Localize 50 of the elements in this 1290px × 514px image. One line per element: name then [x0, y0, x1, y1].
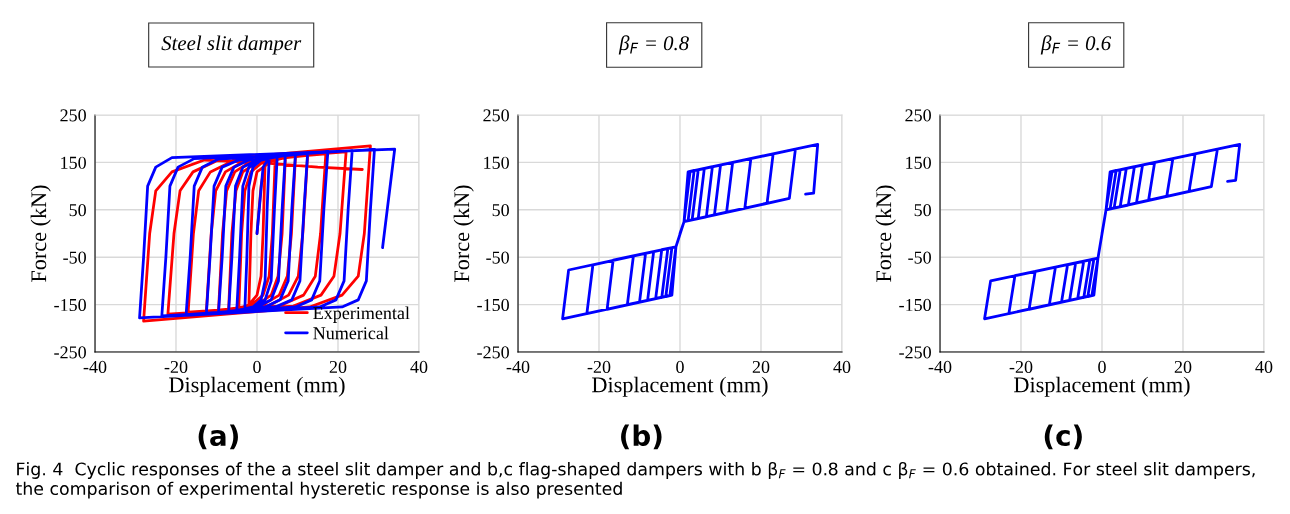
y-tick-label: -50 [908, 251, 931, 264]
chart-title: Steel slit damper [161, 35, 302, 55]
y-tick-label: 250 [60, 109, 86, 122]
text: (a) [198, 424, 238, 450]
x-tick-label: -20 [587, 360, 611, 374]
x-tick-label: 20 [1174, 360, 1192, 374]
y-tick-label: -150 [899, 298, 931, 312]
x-axis-title: Displacement (mm) [592, 376, 768, 397]
y-tick-label: 250 [483, 109, 509, 122]
x-tick-label: 0 [1098, 360, 1106, 374]
x-tick-label: 40 [410, 360, 428, 374]
x-tick-label: 40 [833, 360, 851, 374]
line-series [983, 143, 1242, 321]
x-tick-label: 0 [676, 360, 684, 374]
text: Fig. 4 Cyclic responses of the a steel slit damper and b,c flag-shaped dampers with b β$_{F}$ = 0.8 and c β$_{F}$ = 0.6 obtained. For steel slit dampers, the comparison of experimental hysteretic response is also presented [15, 462, 1255, 499]
x-tick-label: 20 [329, 360, 347, 374]
y-axis-title: Force (kN) [875, 185, 896, 282]
y-tick-label: -150 [477, 298, 509, 312]
y-tick-label: 250 [905, 109, 931, 122]
chart-title: β$_{F}$ = 0.6 [1040, 35, 1112, 55]
x-tick-label: 40 [1255, 360, 1273, 374]
x-tick-label: -20 [164, 360, 188, 374]
y-tick-label: 150 [61, 156, 86, 169]
y-tick-label: -250 [477, 346, 509, 359]
y-tick-label: 50 [914, 204, 931, 217]
y-tick-label: 150 [484, 156, 509, 169]
y-tick-label: -150 [54, 298, 86, 312]
y-tick-label: -50 [63, 251, 86, 264]
legend-label: Numerical [313, 326, 389, 340]
x-tick-label: 0 [253, 360, 261, 374]
x-tick-label: -40 [928, 360, 952, 374]
y-tick-label: 150 [906, 156, 931, 169]
y-tick-label: 50 [69, 204, 86, 217]
line-series [561, 143, 820, 321]
text: (c) [1044, 424, 1082, 450]
y-tick-label: -250 [54, 346, 86, 359]
x-axis-title: Displacement (mm) [1014, 376, 1190, 397]
y-tick-label: -250 [899, 346, 931, 359]
y-axis-title: Force (kN) [30, 185, 51, 282]
x-tick-label: -20 [1009, 360, 1033, 374]
y-tick-label: 50 [492, 204, 509, 217]
text: (b) [621, 424, 662, 450]
legend-label: Experimental [313, 306, 410, 323]
x-tick-label: -40 [83, 360, 107, 374]
x-tick-label: 20 [752, 360, 770, 374]
chart-title: β$_{F}$ = 0.8 [618, 35, 689, 55]
y-axis-title: Force (kN) [453, 185, 474, 282]
y-tick-label: -50 [486, 251, 509, 264]
x-tick-label: -40 [506, 360, 530, 374]
x-axis-title: Displacement (mm) [169, 376, 345, 397]
